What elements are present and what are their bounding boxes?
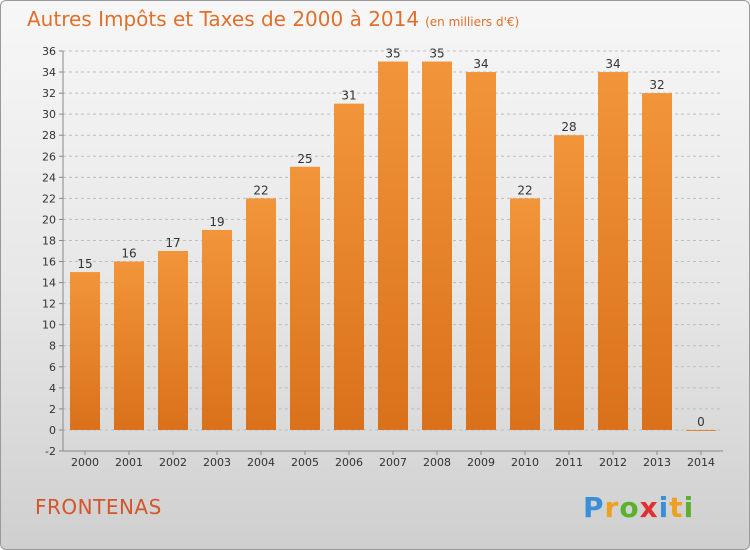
x-tick-label: 2003	[203, 456, 231, 469]
bar	[290, 166, 320, 430]
logo-letter: x	[639, 491, 659, 524]
y-tick-label: 30	[42, 108, 56, 121]
bar-value-label: 28	[561, 120, 576, 134]
bar-value-label: 0	[697, 415, 705, 429]
y-tick-label: 18	[42, 234, 56, 247]
x-tick-label: 2005	[291, 456, 319, 469]
y-tick-label: 20	[42, 213, 56, 226]
bar-value-label: 22	[253, 183, 268, 197]
x-tick-label: 2001	[115, 456, 143, 469]
bar-value-label: 19	[209, 215, 224, 229]
logo-letter: r	[604, 491, 620, 524]
chart-title: Autres Impôts et Taxes de 2000 à 2014 (en…	[27, 7, 519, 31]
bar	[510, 198, 540, 430]
y-tick-label: 12	[42, 298, 56, 311]
y-tick-label: 22	[42, 192, 56, 205]
bar	[642, 93, 672, 430]
logo-letter: i	[683, 491, 695, 524]
y-tick-label: 28	[42, 129, 56, 142]
y-tick-label: 24	[42, 171, 56, 184]
y-tick-label: 26	[42, 150, 56, 163]
bar	[70, 272, 100, 430]
bar	[422, 61, 452, 430]
x-tick-label: 2000	[71, 456, 99, 469]
bar-value-label: 16	[121, 247, 136, 261]
y-tick-label: 2	[49, 403, 56, 416]
chart-subtitle: (en milliers d'€)	[425, 15, 520, 29]
y-tick-label: 6	[49, 361, 56, 374]
logo-letter: o	[619, 491, 640, 524]
bar-value-label: 32	[649, 78, 664, 92]
y-tick-label: 14	[42, 277, 56, 290]
x-tick-label: 2004	[247, 456, 275, 469]
y-tick-label: 32	[42, 87, 56, 100]
bar	[158, 251, 188, 430]
x-tick-label: 2011	[555, 456, 583, 469]
proxiti-logo: Proxiti	[583, 491, 694, 524]
bar-value-label: 22	[517, 183, 532, 197]
bar-value-label: 34	[605, 57, 620, 71]
y-tick-label: 16	[42, 256, 56, 269]
y-tick-label: 8	[49, 340, 56, 353]
bar-value-label: 34	[473, 57, 488, 71]
bar	[202, 229, 232, 430]
y-tick-label: 34	[42, 66, 56, 79]
y-tick-label: 0	[49, 424, 56, 437]
title-text: Autres Impôts et Taxes de 2000 à 2014	[27, 7, 420, 31]
bar-value-label: 31	[341, 89, 356, 103]
bar	[554, 135, 584, 430]
bar	[246, 198, 276, 430]
x-tick-label: 2014	[687, 456, 715, 469]
y-tick-label: 36	[42, 45, 56, 58]
y-tick-label: 10	[42, 319, 56, 332]
x-tick-label: 2002	[159, 456, 187, 469]
x-tick-label: 2007	[379, 456, 407, 469]
x-tick-label: 2012	[599, 456, 627, 469]
bar-value-label: 35	[429, 47, 444, 61]
logo-letter: i	[658, 491, 670, 524]
x-tick-label: 2010	[511, 456, 539, 469]
x-tick-label: 2009	[467, 456, 495, 469]
x-tick-label: 2013	[643, 456, 671, 469]
city-name: FRONTENAS	[35, 495, 162, 519]
bar-value-label: 25	[297, 152, 312, 166]
bar	[334, 103, 364, 430]
x-tick-label: 2008	[423, 456, 451, 469]
bar-value-label: 17	[165, 236, 180, 250]
logo-letter: P	[583, 491, 605, 524]
bar-value-label: 35	[385, 47, 400, 61]
bar-value-label: 15	[77, 257, 92, 271]
y-tick-label: -2	[45, 445, 56, 458]
x-tick-label: 2006	[335, 456, 363, 469]
bar	[598, 72, 628, 430]
bar	[114, 261, 144, 430]
bar	[466, 72, 496, 430]
y-tick-label: 4	[49, 382, 56, 395]
bar	[686, 429, 716, 431]
bar	[378, 61, 408, 430]
logo-letter: t	[669, 491, 684, 524]
